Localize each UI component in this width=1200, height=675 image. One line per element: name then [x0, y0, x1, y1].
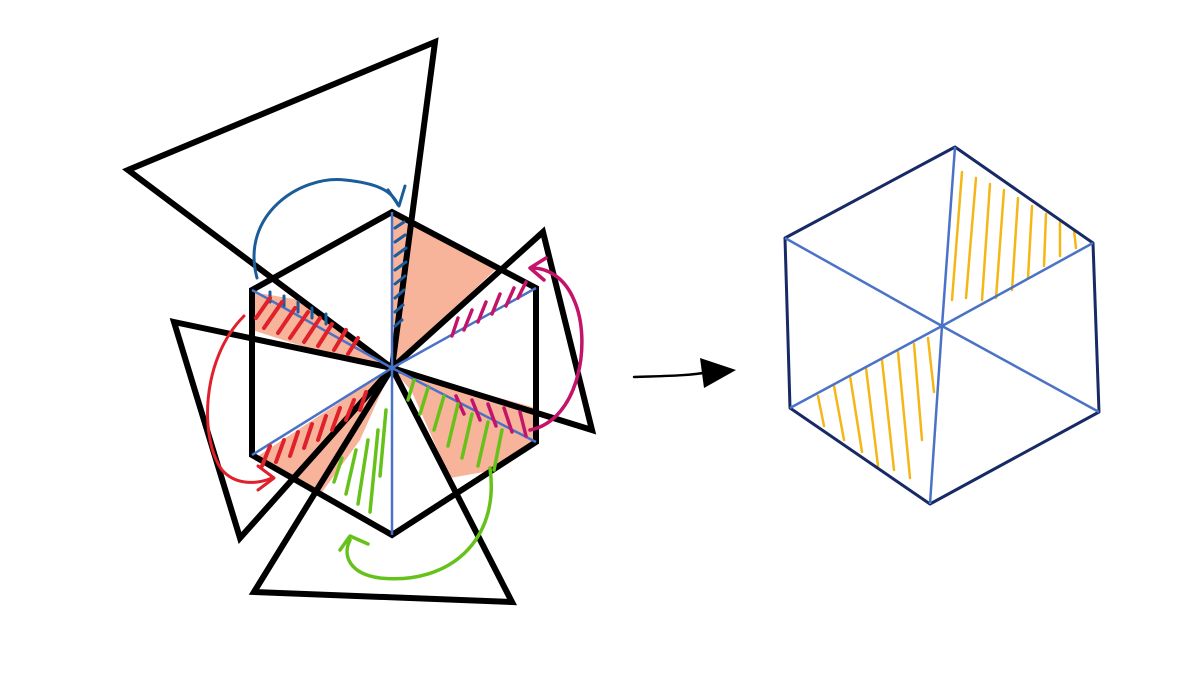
bottom-triangle	[248, 361, 518, 606]
arrow-right-icon	[632, 358, 736, 388]
yellow-hatch-marks	[816, 170, 1078, 480]
green-hatch-marks	[332, 378, 504, 514]
blue-curved-arrow	[252, 178, 407, 280]
right-triangle	[386, 226, 597, 435]
salmon-sector-top-right	[392, 212, 497, 368]
magenta-hatch-marks	[450, 280, 528, 438]
magenta-curved-arrow	[528, 256, 584, 432]
green-curved-arrow	[338, 466, 493, 581]
left-dissection-figure	[122, 37, 597, 606]
salmon-sector-lower-left	[258, 368, 392, 495]
red-curved-arrow	[206, 314, 276, 492]
right-hexagon-rays	[784, 146, 1100, 505]
right-result-hexagon-figure	[783, 145, 1101, 506]
red-hatch-marks	[254, 296, 368, 468]
top-big-triangle	[122, 37, 439, 374]
center-rays	[251, 212, 537, 535]
blue-hatch-marks	[268, 220, 408, 328]
salmon-sector-lower-right	[392, 368, 536, 478]
